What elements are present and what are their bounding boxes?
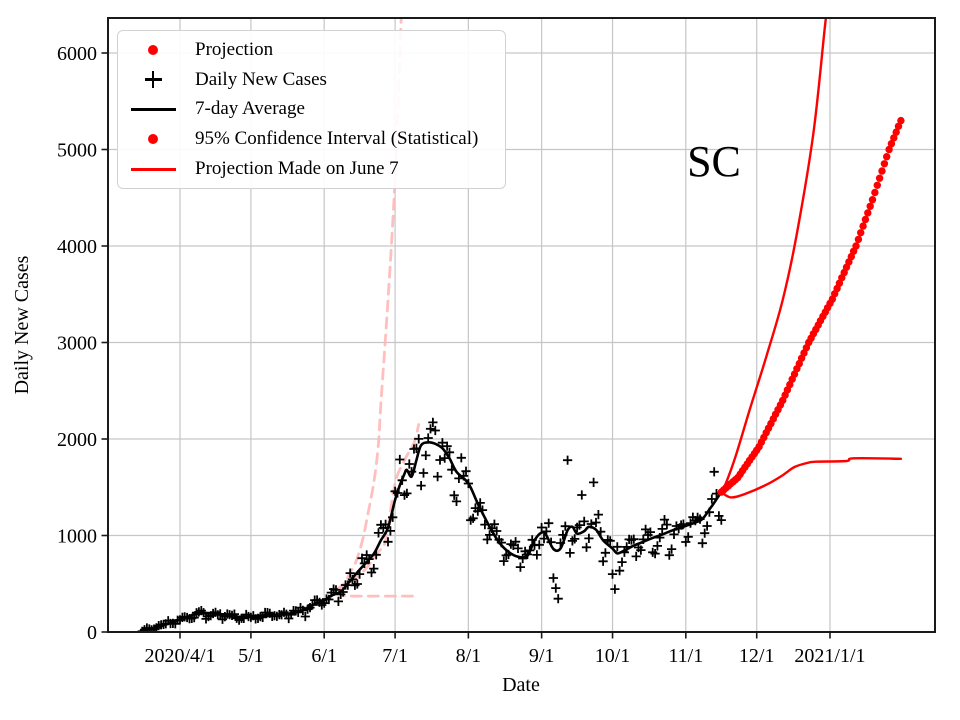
legend-item-june7-projection: Projection Made on June 7	[128, 155, 505, 183]
projection-dot	[864, 209, 872, 217]
x-tick-label: 12/1	[739, 645, 775, 667]
series-7-day-average	[143, 441, 723, 632]
x-tick-label: 8/1	[456, 645, 482, 667]
projection-dot	[897, 116, 905, 125]
projection-dot	[861, 215, 870, 224]
projection-dot	[854, 235, 863, 244]
legend-item-7day-average: 7-day Average	[128, 95, 505, 123]
black-line-icon	[128, 107, 178, 112]
legend-label: 95% Confidence Interval (Statistical)	[195, 128, 479, 150]
x-tick-label: 2021/1/1	[794, 645, 865, 667]
legend-item-projection: Projection	[128, 36, 505, 64]
projection-dot	[873, 181, 881, 189]
projection-dot	[878, 167, 886, 175]
y-tick-label: 2000	[57, 429, 97, 451]
red-line-icon	[128, 167, 178, 171]
legend: Projection Daily New Cases 7-day Average…	[117, 30, 506, 189]
gridlines	[108, 18, 935, 632]
projection-dot	[875, 174, 884, 182]
series-projection-dots	[717, 116, 905, 496]
legend-label: Projection Made on June 7	[195, 158, 399, 180]
plot-border	[107, 17, 936, 633]
x-tick-label: 7/1	[382, 645, 408, 667]
series-layer	[137, 18, 905, 632]
projection-dot	[868, 196, 877, 204]
series-95-confidence-interval-upper	[720, 18, 828, 494]
series-daily-new-cases-scatter	[137, 417, 726, 632]
legend-item-daily-new-cases: Daily New Cases	[128, 66, 505, 94]
axis-ticks: 2020/4/1 5/1 6/1 7/1 8/1 9/1 10/1 11/1 12/1 2021/…	[57, 43, 866, 667]
projection-dot	[885, 145, 893, 154]
y-tick-label: 4000	[57, 236, 97, 258]
plus-marker-icon	[128, 71, 178, 89]
projection-dot	[892, 128, 900, 136]
projection-dot	[857, 229, 865, 237]
y-tick-label: 0	[87, 622, 97, 644]
state-annotation: SC	[687, 137, 741, 186]
projection-dot	[852, 242, 860, 250]
projection-dot	[887, 140, 896, 148]
y-tick-label: 1000	[57, 526, 97, 548]
x-axis-title: Date	[502, 674, 540, 696]
y-tick-label: 6000	[57, 43, 97, 65]
x-tick-label: 5/1	[238, 645, 264, 667]
legend-label: Projection	[195, 38, 274, 60]
series-projection-made-on-june-7-central	[334, 423, 421, 592]
projection-dot	[880, 160, 889, 168]
projection-dot	[883, 153, 891, 161]
projection-dot	[871, 188, 879, 197]
x-tick-label: 2020/4/1	[144, 645, 215, 667]
x-tick-label: 9/1	[529, 645, 555, 667]
projection-dot	[866, 202, 874, 210]
projection-dot	[859, 222, 867, 230]
x-tick-label: 10/1	[595, 645, 631, 667]
legend-item-confidence-interval: 95% Confidence Interval (Statistical)	[128, 125, 505, 153]
legend-label: Daily New Cases	[195, 68, 327, 90]
projection-dot-icon	[128, 44, 178, 55]
series-95-confidence-interval-lower	[720, 456, 903, 499]
projection-dot	[894, 122, 903, 130]
y-axis-title: Daily New Cases	[11, 255, 33, 394]
y-tick-label: 5000	[57, 140, 97, 162]
legend-label: 7-day Average	[195, 98, 305, 120]
y-tick-label: 3000	[57, 333, 97, 355]
ci-dot-icon	[128, 134, 178, 145]
projection-dot	[890, 134, 898, 142]
x-tick-label: 6/1	[311, 645, 337, 667]
x-tick-label: 11/1	[668, 645, 703, 667]
